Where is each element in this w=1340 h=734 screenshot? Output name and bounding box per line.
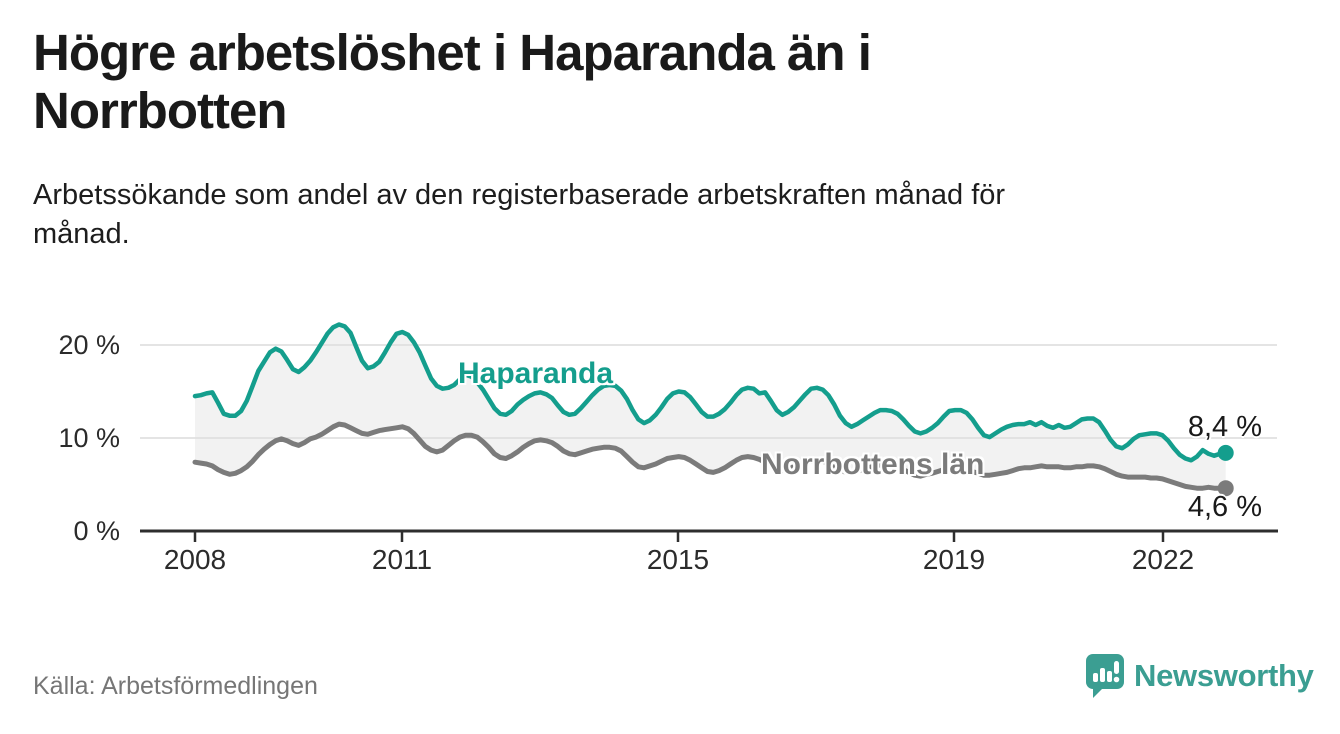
x-axis-label-2015: 2015 — [646, 544, 710, 575]
chart-title: Högre arbetslöshet i Haparanda än i Norr… — [33, 24, 872, 140]
norrbotten-line — [192, 421, 1229, 491]
newsworthy-bubble-chart-icon — [1086, 654, 1124, 698]
series-label-norrbotten: Norrbottens län — [761, 448, 985, 481]
chart-subtitle: Arbetssökande som andel av den registerb… — [33, 179, 1006, 251]
end-value-label-norrbotten: 4,6 % — [1187, 491, 1262, 523]
y-axis-label-10: 10 % — [58, 423, 120, 453]
series-label-haparanda: Haparanda — [458, 357, 614, 390]
newsworthy-logo: Newsworthy — [1086, 654, 1314, 698]
haparanda-line — [192, 322, 1228, 463]
source-note: Källa: Arbetsförmedlingen — [33, 672, 318, 700]
x-axis-label-2019: 2019 — [922, 544, 986, 575]
y-axis-label-0: 0 % — [73, 516, 120, 546]
x-axis-label-2008: 2008 — [163, 544, 227, 575]
area-between-series — [195, 324, 1226, 489]
haparanda-end-dot — [1217, 444, 1234, 461]
x-axis-label-2011: 2011 — [371, 544, 433, 575]
norrbotten-end-dot — [1217, 480, 1234, 497]
x-axis-label-2022: 2022 — [1131, 544, 1195, 575]
y-axis-label-20: 20 % — [58, 330, 120, 360]
newsworthy-wordmark: Newsworthy — [1134, 658, 1314, 693]
end-value-label-haparanda: 8,4 % — [1187, 411, 1262, 443]
